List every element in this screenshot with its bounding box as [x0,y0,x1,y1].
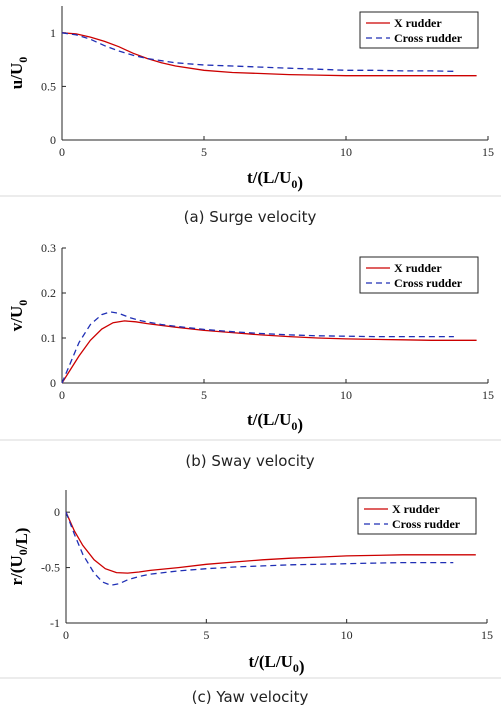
x-tick-label: 0 [63,628,69,642]
y-tick-label: 0.5 [41,79,56,93]
x-tick-label: 10 [340,388,352,402]
series-line-cross-rudder [61,32,457,73]
y-tick-label: 0 [54,505,60,519]
y-tick-label: 0.2 [41,286,56,300]
x-tick-label: 10 [340,145,352,159]
panel-caption: (b) Sway velocity [185,452,314,470]
y-tick-label: 0 [50,376,56,390]
legend-entry: Cross rudder [394,31,463,45]
x-tick-label: 15 [481,628,493,642]
x-axis-label: t/(L/U0) [247,410,303,434]
x-tick-label: 5 [203,628,209,642]
x-tick-label: 10 [341,628,353,642]
y-tick-label: 1 [50,26,56,40]
series-line-cross-rudder [65,511,454,586]
legend-box [357,497,477,535]
x-axis-label: t/(L/U0) [247,168,303,192]
y-tick-label: 0.1 [41,331,56,345]
panel-caption: (a) Surge velocity [184,208,317,226]
x-axis-label: t/(L/U0) [248,652,304,676]
series-line-x-rudder [61,320,477,384]
series-line-x-rudder [61,32,477,77]
x-tick-label: 15 [482,388,494,402]
legend-box [359,256,479,294]
y-axis-label: r/(U0/L) [7,528,31,586]
legend-entry: X rudder [392,502,440,516]
x-tick-label: 0 [59,145,65,159]
legend-box [359,11,479,49]
legend-entry: Cross rudder [394,276,463,290]
y-tick-label: -1 [50,616,60,630]
legend-entry: Cross rudder [392,517,461,531]
x-tick-label: 5 [201,388,207,402]
series-line-x-rudder [65,511,476,574]
x-tick-label: 0 [59,388,65,402]
y-axis-label: v/U0 [7,300,30,332]
y-tick-label: 0.3 [41,241,56,255]
series-line-cross-rudder [61,311,454,384]
y-axis-label: u/U0 [7,57,30,89]
panel-caption: (c) Yaw velocity [192,688,309,706]
y-tick-label: -0.5 [41,561,60,575]
x-tick-label: 15 [482,145,494,159]
legend-entry: X rudder [394,261,442,275]
legend-entry: X rudder [394,16,442,30]
y-tick-label: 0 [50,133,56,147]
x-tick-label: 5 [201,145,207,159]
